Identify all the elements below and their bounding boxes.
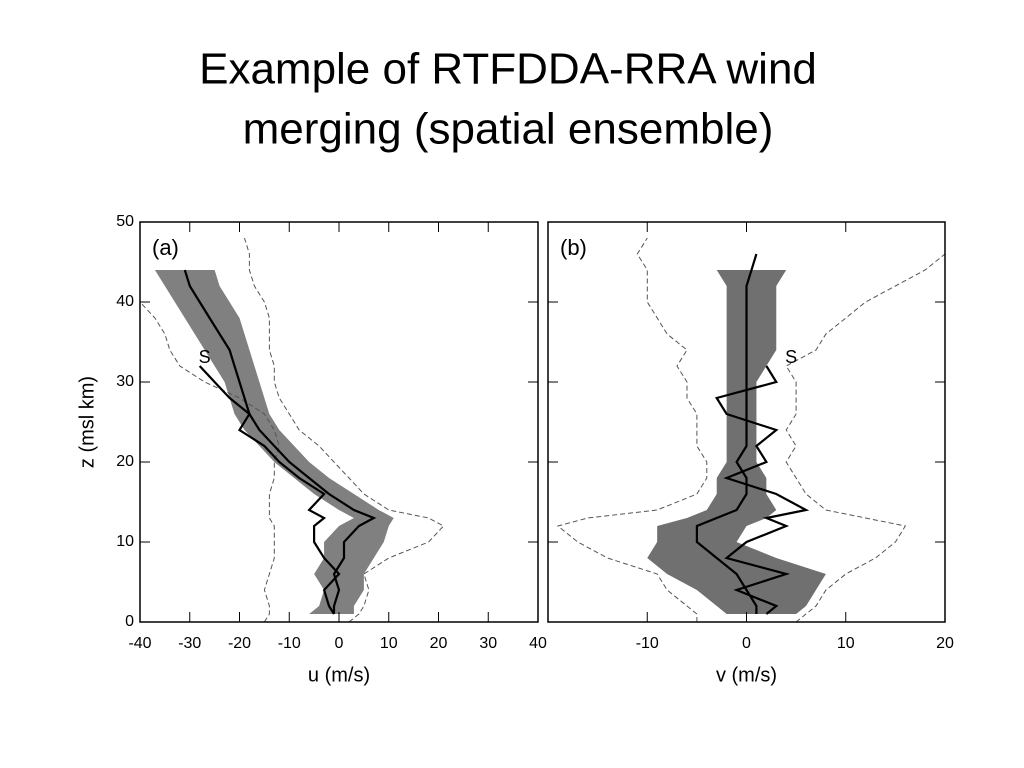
y-axis-label: z (msl km) — [76, 376, 98, 468]
panel-label: (a) — [152, 235, 179, 260]
annotation: S — [199, 347, 211, 367]
x-tick-label: -20 — [228, 635, 251, 652]
x-tick-label: -10 — [278, 635, 301, 652]
y-tick-label: 10 — [116, 533, 134, 550]
y-tick-label: 0 — [125, 613, 134, 630]
panel-label: (b) — [560, 235, 587, 260]
profile-line — [695, 253, 758, 614]
x-axis-label: v (m/s) — [716, 664, 777, 686]
x-tick-label: -10 — [636, 635, 659, 652]
x-tick-label: -30 — [178, 635, 201, 652]
profile-line — [183, 269, 377, 614]
bound-line — [139, 301, 280, 623]
y-tick-label: 50 — [116, 213, 134, 230]
bound-line — [785, 253, 946, 623]
y-tick-label: 40 — [116, 293, 134, 310]
bound-line — [244, 237, 445, 623]
profile-line — [714, 365, 810, 615]
x-tick-label: 30 — [479, 635, 497, 652]
x-tick-label: 20 — [936, 635, 954, 652]
x-tick-label: 10 — [837, 635, 855, 652]
x-tick-label: -40 — [128, 635, 151, 652]
y-tick-label: 20 — [116, 453, 134, 470]
x-tick-label: 20 — [430, 635, 448, 652]
x-axis-label: u (m/s) — [308, 664, 370, 686]
x-tick-label: 10 — [380, 635, 398, 652]
slide-title: Example of RTFDDA-RRA wind — [199, 45, 817, 94]
bound-line — [556, 237, 708, 622]
x-tick-label: 0 — [742, 635, 751, 652]
annotation: S — [785, 347, 797, 367]
x-tick-label: 0 — [335, 635, 344, 652]
x-tick-label: 40 — [529, 635, 547, 652]
ensemble-spread — [154, 270, 394, 614]
slide-title: merging (spatial ensemble) — [243, 105, 774, 154]
y-tick-label: 30 — [116, 373, 134, 390]
profile-line — [198, 365, 341, 615]
ensemble-spread — [647, 270, 826, 614]
